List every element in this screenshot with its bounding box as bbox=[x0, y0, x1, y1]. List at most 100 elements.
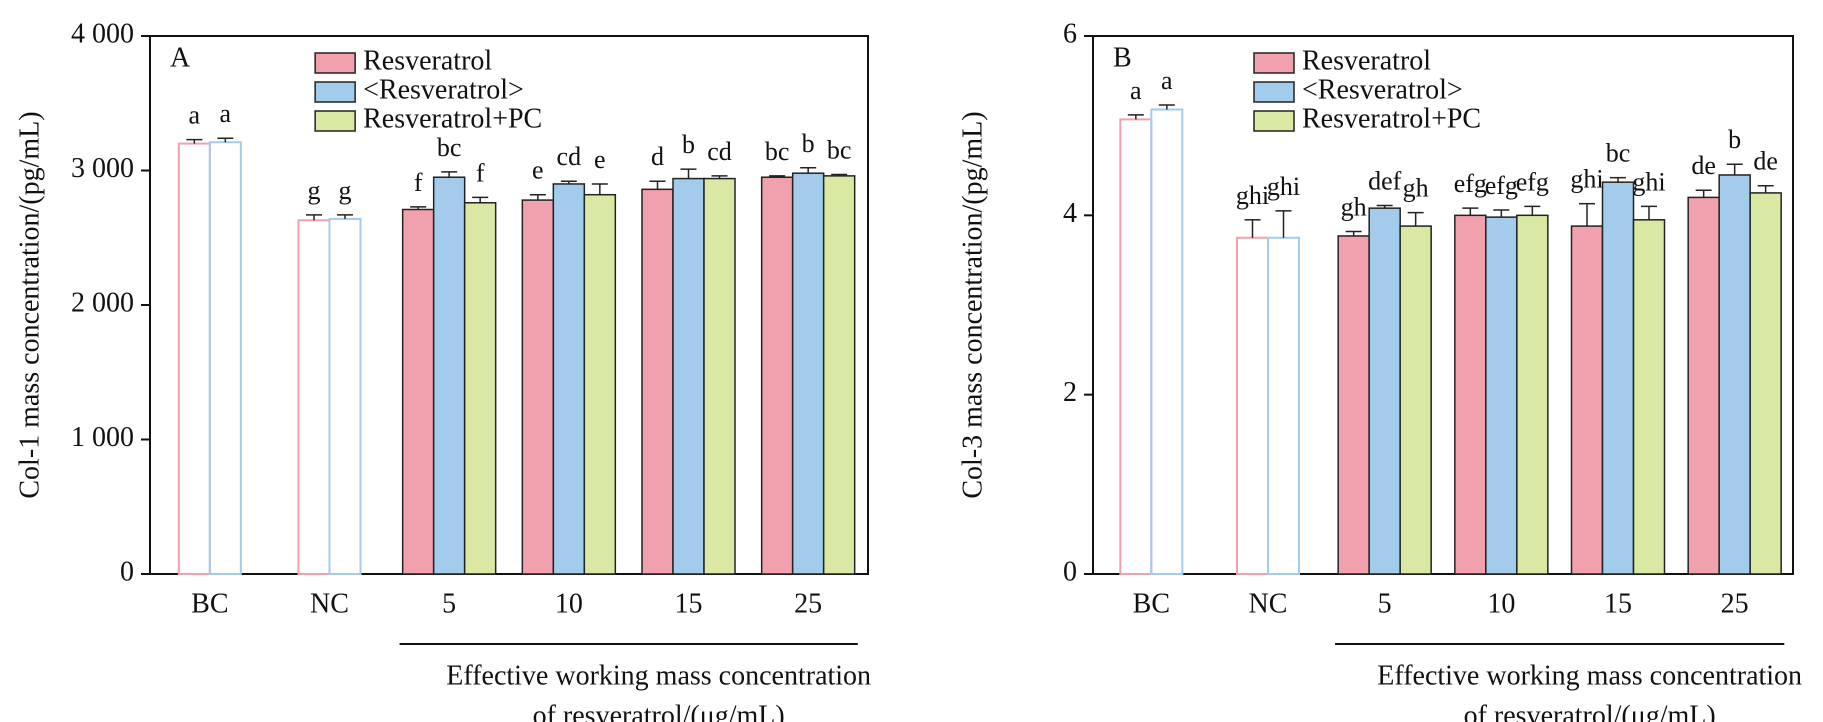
y-axis-label: Col-3 mass concentration/(pg/mL) bbox=[957, 111, 988, 498]
y-tick-label: 2 bbox=[1063, 377, 1077, 408]
bar bbox=[1485, 216, 1518, 575]
significance-letter: bc bbox=[827, 136, 852, 165]
significance-letter: a bbox=[189, 101, 201, 130]
significance-letter: ghi bbox=[1632, 167, 1665, 196]
bar bbox=[791, 172, 825, 575]
significance-letter: e bbox=[532, 156, 544, 185]
legend-swatch bbox=[1253, 52, 1295, 74]
bar bbox=[1601, 181, 1635, 575]
significance-letter: efg bbox=[1454, 169, 1487, 198]
x-tick-label: BC bbox=[191, 588, 228, 619]
significance-letter: bc bbox=[765, 137, 790, 166]
significance-letter: ghi bbox=[1267, 172, 1300, 201]
x-tick-label: 25 bbox=[1721, 588, 1749, 619]
y-tick-label: 3 000 bbox=[71, 153, 134, 184]
bar bbox=[1368, 207, 1401, 575]
y-tick-label: 6 bbox=[1063, 18, 1077, 49]
bar bbox=[641, 188, 674, 575]
bar bbox=[1516, 214, 1549, 575]
bar bbox=[1119, 118, 1153, 575]
y-axis-label: Col-1 mass concentration/(pg/mL) bbox=[14, 111, 45, 498]
significance-letter: b bbox=[682, 130, 695, 159]
significance-letter: cd bbox=[707, 137, 732, 166]
legend-swatch bbox=[314, 52, 356, 74]
bar bbox=[583, 193, 617, 575]
legend-label: <Resveratrol> bbox=[363, 74, 524, 105]
bar bbox=[521, 199, 555, 575]
significance-letter: a bbox=[220, 99, 232, 128]
bar bbox=[703, 177, 736, 575]
bar bbox=[760, 176, 794, 575]
x-tick-label: BC bbox=[1133, 588, 1170, 619]
bar bbox=[1267, 236, 1300, 575]
significance-letter: gh bbox=[1403, 174, 1429, 203]
significance-letter: gh bbox=[1341, 192, 1367, 221]
significance-letter: a bbox=[1130, 76, 1142, 105]
bar bbox=[1454, 214, 1487, 575]
significance-letter: efg bbox=[1516, 167, 1549, 196]
y-tick-label: 0 bbox=[120, 556, 134, 587]
legend-label: Resveratrol+PC bbox=[1302, 103, 1481, 134]
significance-letter: e bbox=[594, 145, 606, 174]
x-tick-label: 5 bbox=[1378, 588, 1392, 619]
significance-letter: g bbox=[308, 176, 321, 205]
significance-letter: de bbox=[1753, 147, 1778, 176]
y-tick-label: 0 bbox=[1063, 556, 1077, 587]
plot-frame bbox=[1092, 35, 1794, 575]
x-tick-label: 10 bbox=[1487, 588, 1515, 619]
x-axis-label: of resveratrol/(μg/mL) bbox=[533, 700, 785, 722]
significance-letter: efg bbox=[1485, 171, 1518, 200]
x-tick-label: 10 bbox=[555, 588, 583, 619]
x-axis-label: of resveratrol/(μg/mL) bbox=[1464, 700, 1716, 722]
significance-letter: bc bbox=[1606, 139, 1631, 168]
bar bbox=[432, 176, 466, 575]
panel-label: A bbox=[170, 42, 191, 73]
panel-label: B bbox=[1113, 42, 1132, 73]
bar bbox=[1150, 108, 1184, 575]
y-tick-label: 1 000 bbox=[71, 422, 134, 453]
bar bbox=[822, 175, 856, 575]
significance-letter: f bbox=[476, 158, 485, 187]
bar bbox=[208, 141, 242, 575]
significance-letter: b bbox=[802, 129, 815, 158]
legend-label: Resveratrol+PC bbox=[363, 103, 542, 134]
y-tick-label: 4 bbox=[1063, 198, 1077, 229]
bar bbox=[1632, 219, 1666, 575]
y-tick-label: 2 000 bbox=[71, 287, 134, 318]
bar bbox=[672, 177, 705, 575]
x-tick-label: NC bbox=[310, 588, 349, 619]
bar bbox=[463, 202, 497, 575]
significance-letter: a bbox=[1161, 66, 1173, 95]
bar bbox=[552, 183, 586, 575]
legend-swatch bbox=[1253, 81, 1295, 103]
significance-letter: f bbox=[414, 168, 423, 197]
x-tick-label: 15 bbox=[675, 588, 703, 619]
bar bbox=[401, 208, 435, 575]
bar bbox=[297, 219, 331, 575]
legend-swatch bbox=[1253, 110, 1295, 132]
bar bbox=[1749, 192, 1782, 575]
significance-letter: g bbox=[339, 176, 352, 205]
significance-letter: ghi bbox=[1236, 181, 1269, 210]
x-axis-label: Effective working mass concentration bbox=[446, 660, 871, 691]
x-tick-label: 25 bbox=[794, 588, 822, 619]
bar bbox=[1337, 235, 1370, 575]
bar bbox=[1399, 225, 1432, 575]
legend-label: Resveratrol bbox=[1302, 45, 1431, 76]
significance-letter: ghi bbox=[1570, 165, 1603, 194]
legend-swatch bbox=[314, 110, 356, 132]
significance-letter: def bbox=[1368, 166, 1402, 195]
y-tick-label: 4 000 bbox=[71, 18, 134, 49]
significance-letter: de bbox=[1691, 151, 1716, 180]
significance-letter: d bbox=[651, 142, 664, 171]
x-tick-label: 15 bbox=[1604, 588, 1632, 619]
legend-swatch bbox=[314, 81, 356, 103]
significance-letter: cd bbox=[557, 142, 582, 171]
x-axis-label: Effective working mass concentration bbox=[1377, 660, 1802, 691]
bar bbox=[1236, 236, 1269, 575]
x-tick-label: 5 bbox=[442, 588, 456, 619]
bar bbox=[1687, 196, 1720, 575]
legend-label: <Resveratrol> bbox=[1302, 74, 1463, 105]
significance-letter: b bbox=[1728, 125, 1741, 154]
